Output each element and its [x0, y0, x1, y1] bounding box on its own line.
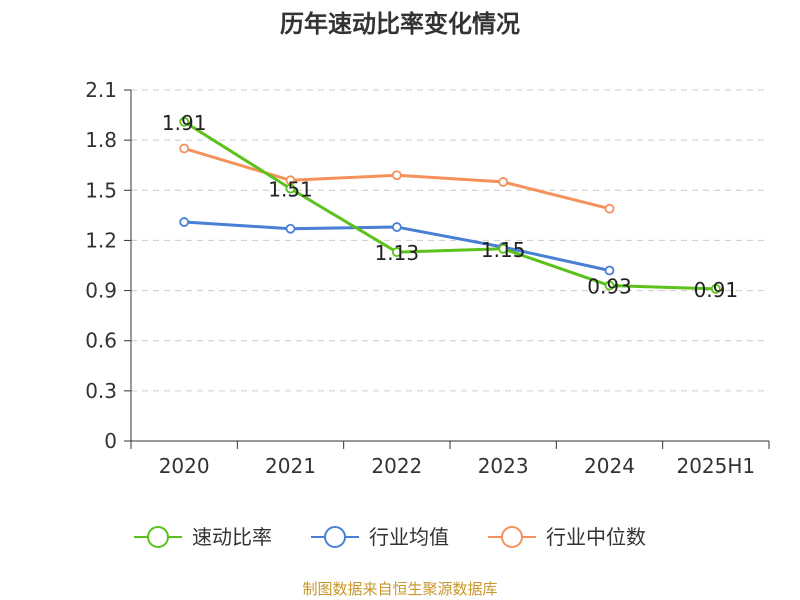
data-label: 1.15 — [481, 238, 526, 262]
data-label: 0.93 — [587, 275, 632, 299]
x-tick-label: 2022 — [371, 454, 422, 478]
series-1 — [179, 217, 615, 276]
legend-label: 行业均值 — [369, 525, 449, 549]
data-label: 1.13 — [375, 241, 420, 265]
x-tick-label: 2021 — [265, 454, 316, 478]
data-label: 1.51 — [268, 178, 313, 202]
legend[interactable]: 速动比率 行业均值 行业中位数 — [134, 525, 646, 549]
data-point — [285, 183, 296, 194]
legend-marker-icon — [324, 526, 346, 548]
y-tick-label: 0.3 — [85, 379, 117, 403]
y-tick-label: 2.1 — [85, 78, 117, 102]
series-group — [179, 116, 721, 294]
y-tick-label: 0.6 — [85, 329, 117, 353]
x-tick-label: 2020 — [159, 454, 210, 478]
y-tick-label: 1.2 — [85, 228, 117, 252]
data-point — [604, 203, 615, 214]
legend-item[interactable]: 速动比率 — [134, 525, 272, 549]
data-point — [710, 283, 721, 294]
data-point — [604, 280, 615, 291]
data-labels: 1.91 1.51 1.13 1.15 0.93 0.91 — [162, 111, 738, 302]
series-0 — [179, 116, 721, 294]
grid — [131, 89, 769, 392]
data-point — [498, 177, 509, 187]
data-point — [604, 265, 615, 276]
data-point — [285, 223, 296, 234]
data-point — [391, 170, 402, 181]
legend-label: 速动比率 — [192, 525, 272, 549]
series-2 — [179, 143, 615, 214]
data-point — [179, 143, 190, 154]
y-tick-label: 1.8 — [85, 128, 117, 152]
data-point — [179, 116, 190, 127]
legend-marker-icon — [501, 526, 523, 548]
data-point — [179, 217, 190, 227]
legend-item[interactable]: 行业中位数 — [488, 525, 646, 549]
axes: 0 0.3 0.6 0.9 1.2 1.5 1.8 2.1 2020 2021 2022 2023 20… — [85, 78, 770, 478]
data-point — [391, 222, 402, 232]
legend-marker-icon — [147, 526, 169, 548]
data-point — [391, 247, 402, 258]
x-tick-label: 2025H1 — [676, 454, 755, 478]
series-line — [183, 120, 716, 291]
x-tick-label: 2024 — [584, 454, 635, 478]
data-label: 0.91 — [694, 278, 739, 302]
y-tick-label: 1.5 — [85, 178, 117, 202]
data-label: 1.91 — [162, 111, 207, 135]
legend-item[interactable]: 行业均值 — [311, 525, 449, 549]
y-tick-label: 0 — [104, 429, 117, 453]
x-tick-label: 2023 — [478, 454, 529, 478]
chart-title: 历年速动比率变化情况 — [280, 10, 520, 38]
source-note: 制图数据来自恒生聚源数据库 — [302, 580, 497, 598]
y-tick-label: 0.9 — [85, 279, 117, 303]
legend-label: 行业中位数 — [546, 525, 646, 549]
data-point — [498, 243, 509, 254]
